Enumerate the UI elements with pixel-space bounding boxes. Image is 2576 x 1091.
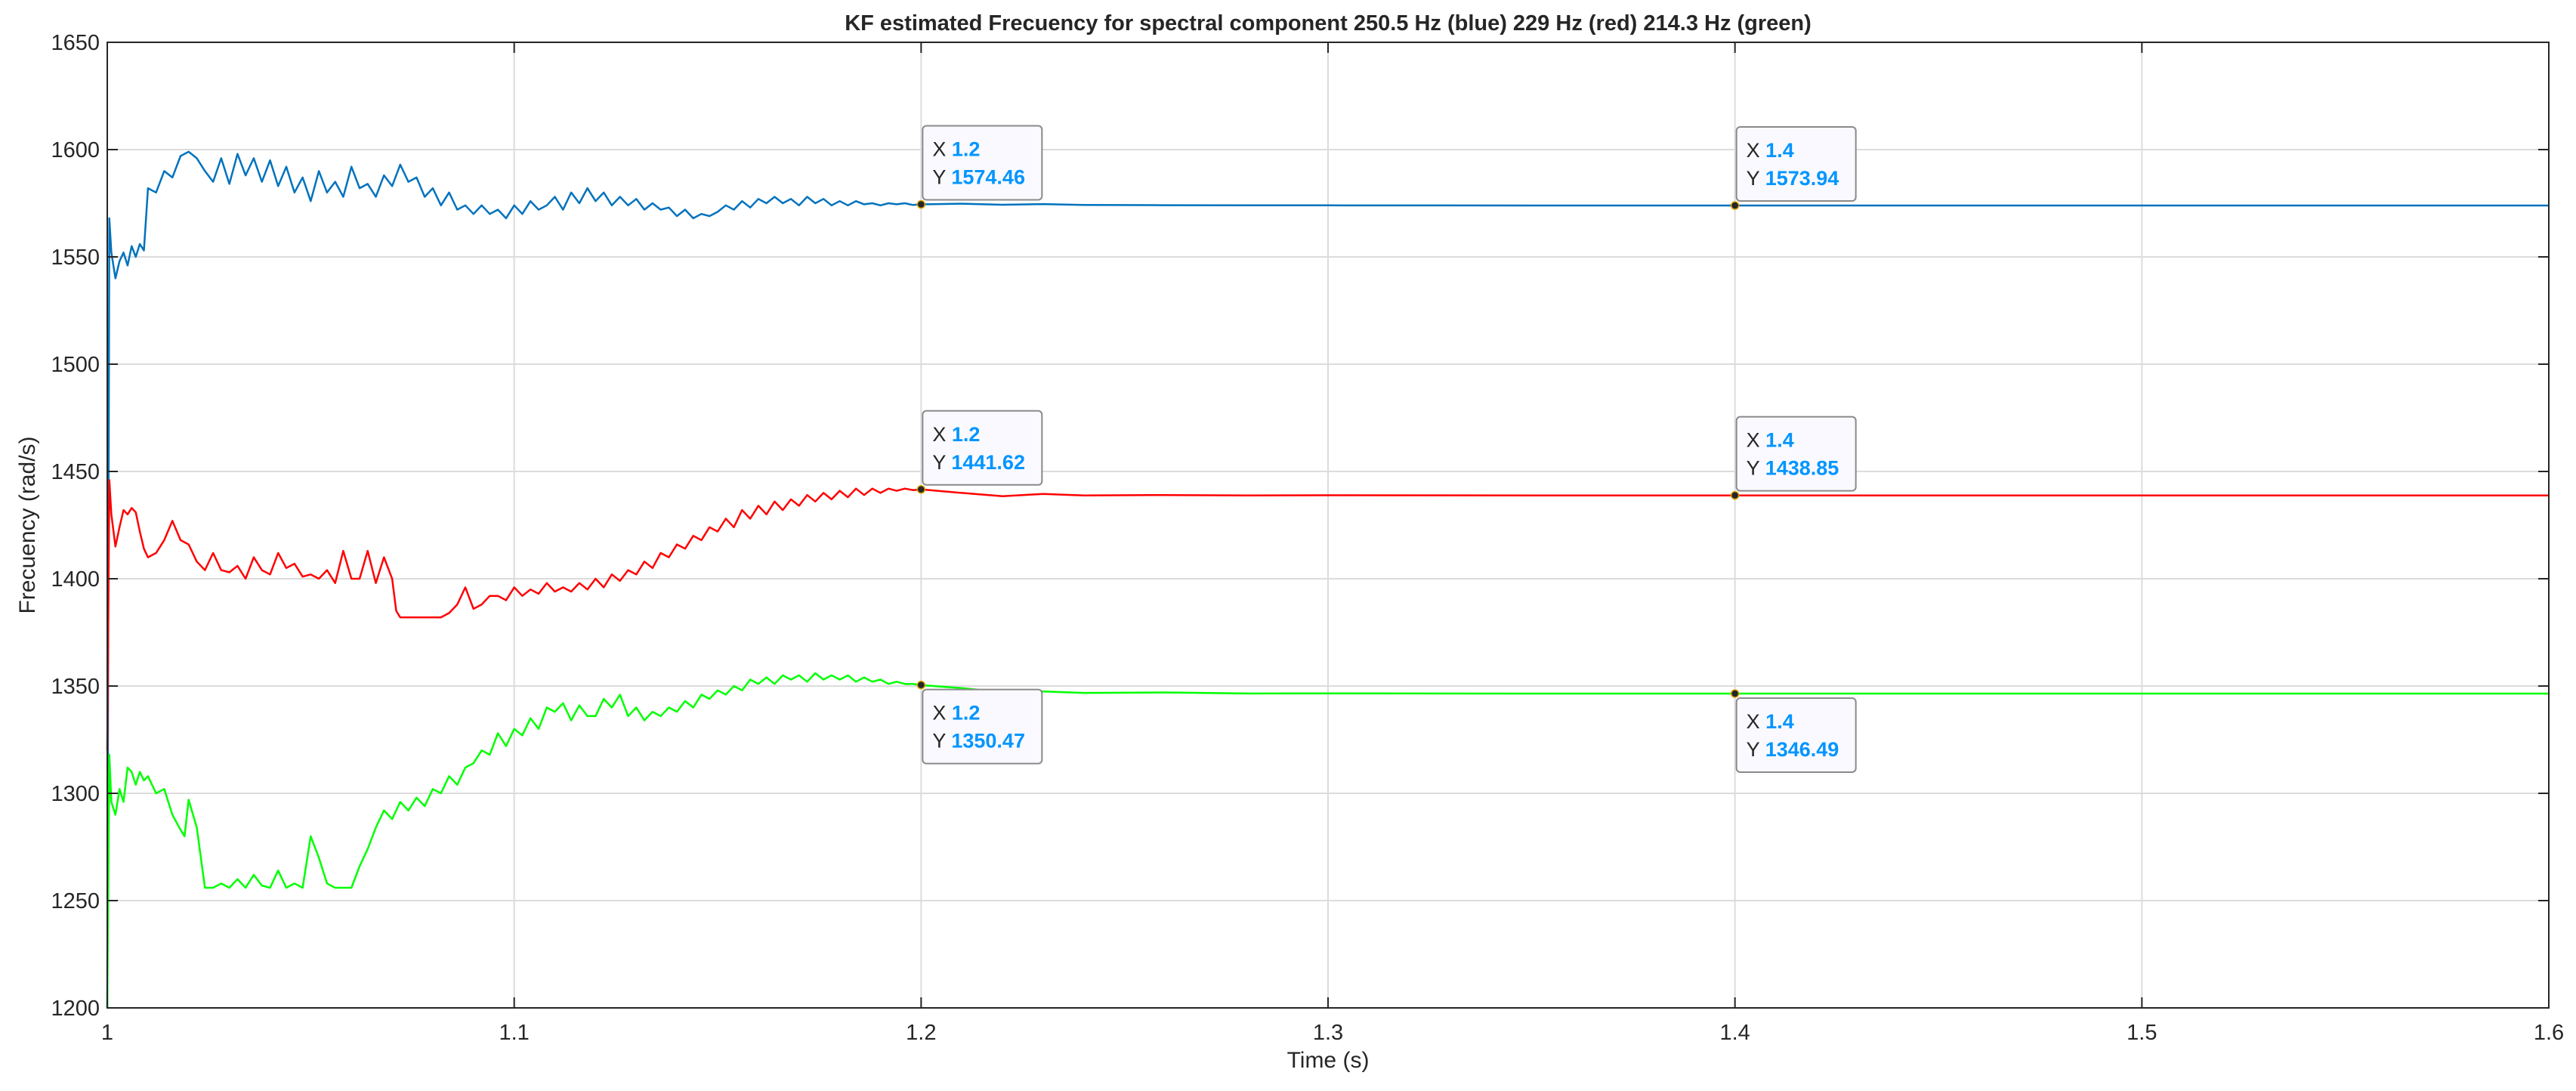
y-tick-label: 1600 bbox=[51, 138, 100, 162]
y-tick-label: 1400 bbox=[51, 567, 100, 592]
datatip[interactable]: X 1.4Y 1573.94 bbox=[1730, 126, 1857, 210]
x-tick-label: 1.2 bbox=[906, 1021, 936, 1045]
datatip-x-text: X 1.4 bbox=[1747, 139, 1794, 162]
datatip-marker[interactable] bbox=[1730, 490, 1740, 500]
datatip-y-text: Y 1441.62 bbox=[932, 451, 1025, 474]
datatip-box bbox=[1735, 697, 1857, 773]
datatip-x-prefix: X bbox=[932, 138, 952, 161]
datatip-x-value: 1.4 bbox=[1765, 139, 1794, 162]
datatip-x-text: X 1.2 bbox=[932, 138, 980, 161]
datatip-y-prefix: Y bbox=[932, 451, 951, 474]
datatip-marker[interactable] bbox=[916, 485, 926, 494]
y-tick-label: 1450 bbox=[51, 460, 100, 484]
datatip-y-value: 1574.46 bbox=[951, 166, 1025, 189]
datatip-y-prefix: Y bbox=[932, 166, 951, 189]
y-tick-label: 1250 bbox=[51, 889, 100, 913]
y-tick-label: 1200 bbox=[51, 997, 100, 1021]
datatip-box bbox=[922, 410, 1043, 486]
datatip-y-prefix: Y bbox=[1747, 167, 1765, 190]
y-tick-label: 1550 bbox=[51, 246, 100, 270]
datatip-x-text: X 1.4 bbox=[1747, 710, 1794, 733]
x-axis-label: Time (s) bbox=[1287, 1048, 1370, 1073]
x-tick-label: 1.3 bbox=[1313, 1021, 1343, 1045]
datatip-x-value: 1.2 bbox=[952, 138, 981, 161]
datatip-x-prefix: X bbox=[1747, 710, 1766, 733]
datatip-x-value: 1.2 bbox=[952, 702, 981, 725]
series-line-green bbox=[106, 672, 2549, 1009]
datatip-y-value: 1441.62 bbox=[951, 451, 1025, 474]
datatip-x-prefix: X bbox=[1747, 139, 1766, 162]
series-line-blue bbox=[106, 150, 2549, 1009]
datatip-x-value: 1.2 bbox=[952, 423, 981, 446]
datatip-x-text: X 1.4 bbox=[1747, 429, 1794, 452]
datatip-y-text: Y 1350.47 bbox=[932, 730, 1025, 753]
datatip-y-value: 1573.94 bbox=[1765, 167, 1839, 190]
y-axis-label: Frecuency (rad/s) bbox=[15, 436, 40, 613]
datatip[interactable]: X 1.4Y 1346.49 bbox=[1730, 689, 1857, 773]
datatip-y-prefix: Y bbox=[1747, 738, 1765, 761]
datatip-marker[interactable] bbox=[1730, 201, 1740, 210]
x-tick-label: 1.4 bbox=[1720, 1021, 1750, 1045]
datatip[interactable]: X 1.2Y 1574.46 bbox=[916, 125, 1043, 209]
data-series bbox=[106, 150, 2549, 1009]
datatip-y-value: 1346.49 bbox=[1765, 738, 1839, 761]
datatip-x-text: X 1.2 bbox=[932, 423, 980, 446]
datatip-box bbox=[1735, 126, 1857, 202]
datatip-x-text: X 1.2 bbox=[932, 702, 980, 725]
datatip-x-prefix: X bbox=[932, 423, 952, 446]
datatip-x-prefix: X bbox=[932, 702, 952, 725]
datatip-x-prefix: X bbox=[1747, 429, 1766, 452]
datatip[interactable]: X 1.4Y 1438.85 bbox=[1730, 416, 1857, 500]
datatip-box bbox=[922, 125, 1043, 201]
y-tick-label: 1500 bbox=[51, 353, 100, 377]
datatip-y-prefix: Y bbox=[932, 730, 951, 753]
datatip-y-text: Y 1346.49 bbox=[1747, 738, 1839, 761]
datatip[interactable]: X 1.2Y 1441.62 bbox=[916, 410, 1043, 494]
datatip-y-value: 1438.85 bbox=[1765, 457, 1839, 480]
datatip-y-text: Y 1438.85 bbox=[1747, 457, 1839, 480]
datatips: X 1.2Y 1574.46X 1.4Y 1573.94X 1.2Y 1441.… bbox=[916, 125, 1857, 773]
x-tick-label: 1.6 bbox=[2534, 1021, 2564, 1045]
datatip-y-text: Y 1573.94 bbox=[1747, 167, 1839, 190]
y-tick-label: 1650 bbox=[51, 31, 100, 55]
datatip-box bbox=[922, 688, 1043, 765]
x-tick-label: 1 bbox=[101, 1021, 113, 1045]
datatip-x-value: 1.4 bbox=[1765, 710, 1794, 733]
datatip-y-text: Y 1574.46 bbox=[932, 166, 1025, 189]
datatip-y-value: 1350.47 bbox=[951, 730, 1025, 753]
datatip-box bbox=[1735, 416, 1857, 492]
datatip-x-value: 1.4 bbox=[1765, 429, 1794, 452]
datatip[interactable]: X 1.2Y 1350.47 bbox=[916, 680, 1043, 765]
y-tick-label: 1300 bbox=[51, 782, 100, 806]
datatip-marker[interactable] bbox=[916, 680, 926, 690]
y-tick-label: 1350 bbox=[51, 675, 100, 699]
datatip-marker[interactable] bbox=[916, 199, 926, 209]
axis-ticks: 1 1.1 1.2 1.3 1.4 1.5 1.6 1200 1250 1300 1350 1400 1… bbox=[51, 31, 2564, 1045]
x-tick-label: 1.1 bbox=[499, 1021, 530, 1045]
datatip-marker[interactable] bbox=[1730, 689, 1740, 698]
chart-title: KF estimated Frecuency for spectral comp… bbox=[845, 11, 1812, 36]
series-line-red bbox=[106, 479, 2549, 751]
datatip-y-prefix: Y bbox=[1747, 457, 1765, 480]
grid-lines bbox=[107, 42, 2549, 1008]
x-tick-label: 1.5 bbox=[2127, 1021, 2157, 1045]
